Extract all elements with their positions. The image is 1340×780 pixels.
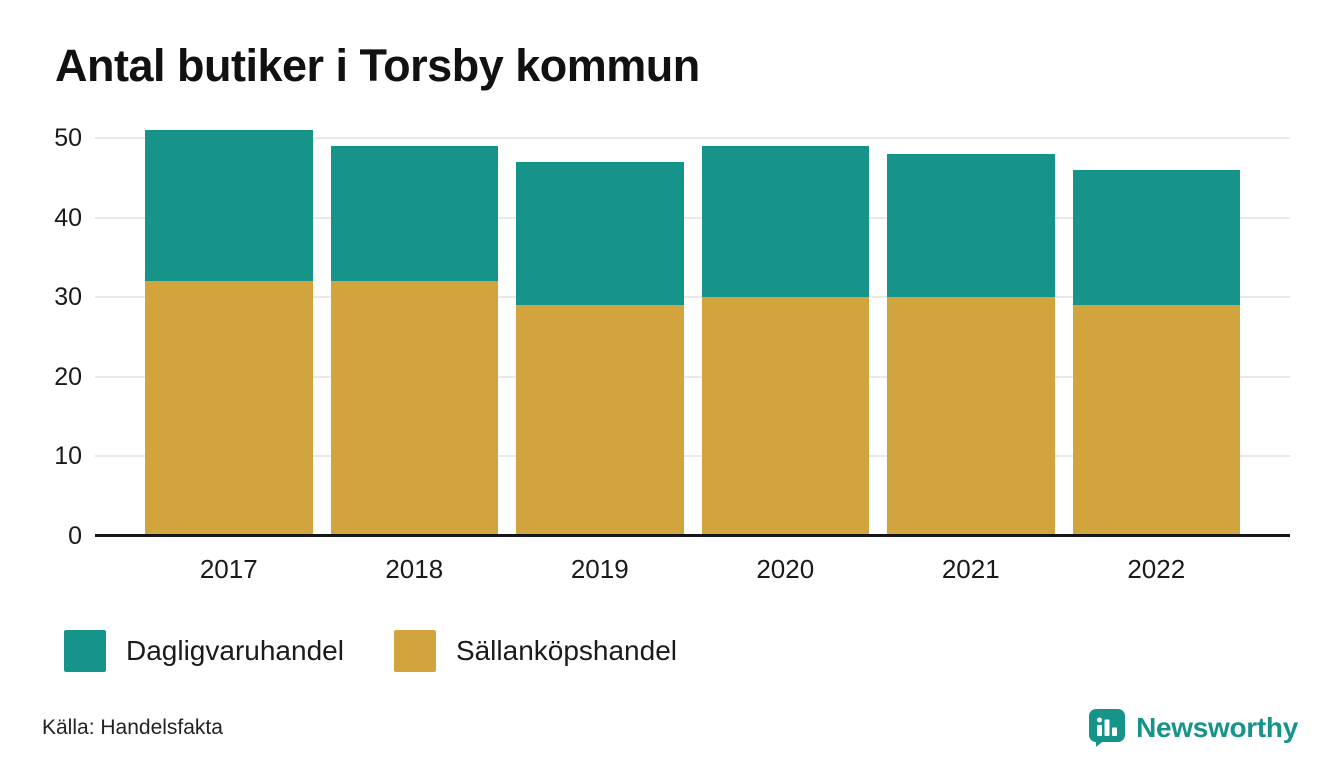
x-tick-label-2021: 2021 (941, 554, 1000, 584)
bar-segment-2020-Dagligvaruhandel (701, 145, 869, 298)
bar-segment-2019-Sällanköpshandel (516, 305, 684, 536)
gridline-10 (95, 455, 1290, 458)
bar-segment-2018-Sällanköpshandel (330, 281, 498, 536)
bar-2017 (145, 130, 313, 536)
y-tick-label-20: 20 (54, 362, 82, 391)
bar-2020 (701, 138, 869, 536)
x-axis-line (95, 534, 1290, 537)
bar-2019 (516, 138, 684, 536)
gridline-50 (95, 137, 1290, 139)
brand-name: Newsworthy (1136, 712, 1298, 743)
legend-item-sallankopshandel: Sällanköpshandel (393, 630, 677, 672)
y-tick-label-0: 0 (68, 522, 82, 550)
y-tick-label-50: 50 (54, 124, 82, 152)
bar-segment-2022-Sällanköpshandel (1072, 305, 1240, 536)
legend-label: Dagligvaruhandel (126, 635, 344, 666)
legend-swatch-dagligvaruhandel (64, 630, 106, 672)
bar-segment-2021-Sällanköpshandel (887, 297, 1055, 536)
bar-segment-2022-Dagligvaruhandel (1072, 169, 1240, 306)
y-axis-labels: 0 10 20 30 40 50 (0, 124, 82, 550)
plot-area (95, 130, 1290, 537)
legend-swatch-sallankopshandel (393, 630, 436, 672)
gridline-30 (95, 296, 1290, 299)
legend: Dagligvaruhandel Sällanköpshandel (64, 630, 677, 672)
x-axis-labels: 2017 2018 2019 2020 2021 2022 (95, 554, 1290, 585)
bar-segment-2019-Dagligvaruhandel (516, 161, 684, 306)
source-note: Källa: Handelsfakta (42, 716, 223, 739)
bar-2022 (1072, 138, 1240, 536)
bar-segment-2018-Dagligvaruhandel (330, 145, 498, 282)
bar-2018 (330, 138, 498, 536)
bars (95, 130, 1290, 536)
x-tick-label-2019: 2019 (570, 554, 629, 584)
x-tick-label-2020: 2020 (756, 554, 815, 584)
y-tick-label-30: 30 (54, 283, 82, 312)
x-tick-label-2022: 2022 (1127, 554, 1186, 584)
chart-title: Antal butiker i Torsby kommun (55, 40, 700, 91)
legend-item-dagligvaruhandel: Dagligvaruhandel (64, 630, 344, 672)
y-tick-label-10: 10 (54, 442, 82, 471)
newsworthy-logo-icon (1089, 709, 1126, 747)
bar-segment-2017-Sällanköpshandel (145, 281, 313, 536)
brand: Newsworthy (1087, 708, 1298, 748)
gridline-20 (95, 375, 1290, 378)
bar-segment-2020-Sällanköpshandel (701, 297, 869, 536)
x-tick-label-2017: 2017 (199, 554, 258, 584)
bar-segment-2017-Dagligvaruhandel (145, 130, 313, 282)
legend-label: Sällanköpshandel (455, 635, 677, 666)
bar-segment-2021-Dagligvaruhandel (887, 153, 1055, 298)
y-tick-label-40: 40 (54, 203, 82, 232)
gridline-40 (95, 216, 1290, 219)
bar-2021 (887, 138, 1055, 536)
x-tick-label-2018: 2018 (385, 554, 444, 584)
